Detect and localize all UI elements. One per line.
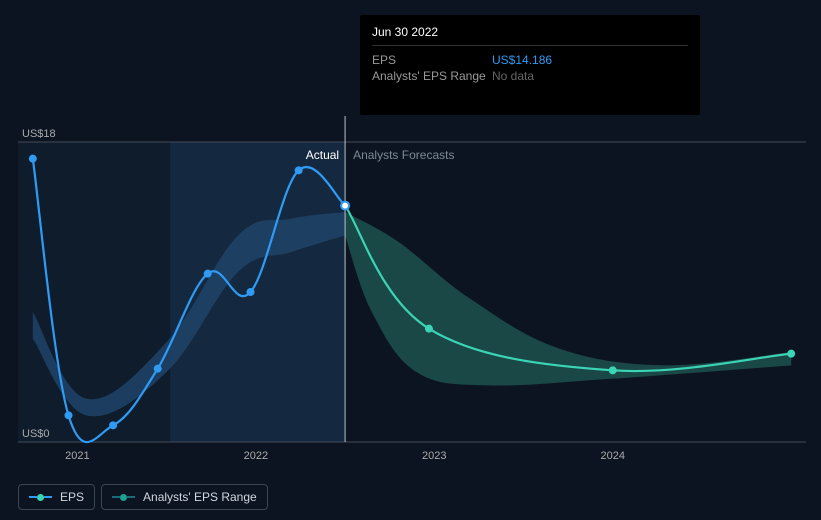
eps-point[interactable] (29, 155, 37, 163)
x-axis-label: 2022 (244, 450, 268, 462)
tooltip-row-value: US$14.186 (492, 52, 688, 68)
analysts-range-forecast (345, 212, 791, 386)
tooltip-row: EPSUS$14.186 (372, 52, 688, 68)
eps-point-forecast[interactable] (609, 366, 617, 374)
tooltip-date: Jun 30 2022 (372, 25, 688, 39)
legend-swatch (29, 494, 52, 501)
tooltip-table: EPSUS$14.186Analysts' EPS RangeNo data (372, 52, 688, 84)
legend-item-eps[interactable]: EPS (18, 484, 95, 510)
eps-chart-container: US$18 US$0 2021 2022 2023 2024 Actual Analysts … (0, 0, 821, 520)
tooltip-row-label: EPS (372, 52, 492, 68)
eps-point[interactable] (154, 365, 162, 373)
y-axis-label: US$0 (22, 428, 50, 440)
legend-swatch (112, 494, 135, 501)
legend-label: Analysts' EPS Range (143, 490, 257, 504)
x-axis-label: 2024 (600, 450, 624, 462)
eps-point-forecast[interactable] (787, 350, 795, 358)
tooltip-row: Analysts' EPS RangeNo data (372, 68, 688, 84)
region-label-actual: Actual (306, 148, 339, 162)
eps-point-highlight[interactable] (341, 202, 349, 210)
tooltip: Jun 30 2022 EPSUS$14.186Analysts' EPS Ran… (360, 15, 700, 115)
legend-item-range[interactable]: Analysts' EPS Range (101, 484, 268, 510)
tooltip-row-value: No data (492, 68, 688, 84)
x-axis-label: 2023 (422, 450, 446, 462)
y-axis-label: US$18 (22, 128, 56, 140)
eps-point[interactable] (109, 421, 117, 429)
eps-point-forecast[interactable] (425, 325, 433, 333)
highlight-region (170, 142, 345, 442)
eps-point[interactable] (204, 270, 212, 278)
eps-point[interactable] (64, 411, 72, 419)
tooltip-separator (372, 45, 688, 46)
legend: EPS Analysts' EPS Range (18, 484, 268, 510)
eps-point[interactable] (247, 288, 255, 296)
x-axis-label: 2021 (65, 450, 89, 462)
eps-point[interactable] (295, 166, 303, 174)
region-label-forecast: Analysts Forecasts (353, 148, 454, 162)
legend-label: EPS (60, 490, 84, 504)
tooltip-row-label: Analysts' EPS Range (372, 68, 492, 84)
